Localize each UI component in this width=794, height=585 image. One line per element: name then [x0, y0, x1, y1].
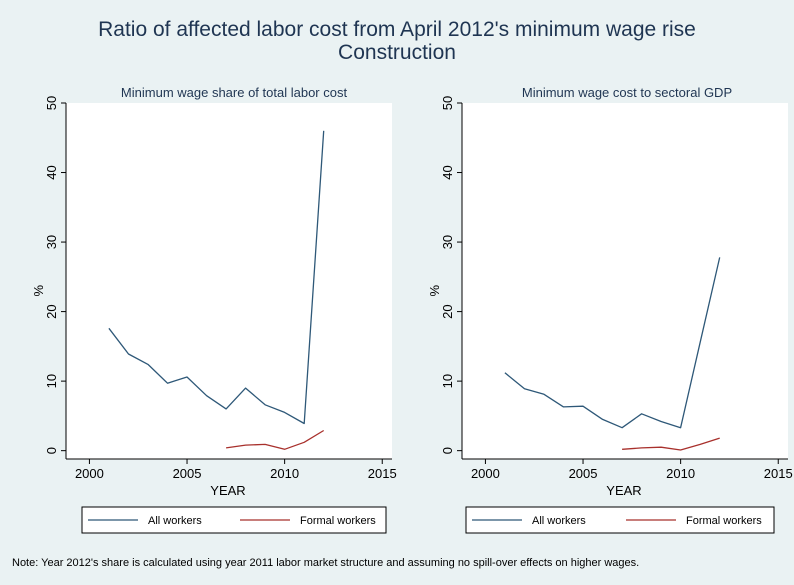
panel1-x-tick-label: 2000: [75, 466, 104, 481]
panel1-y-tick-label: 10: [44, 374, 59, 388]
panel1-title: Minimum wage share of total labor cost: [121, 85, 348, 100]
panel2-y-tick-label: 20: [440, 304, 455, 318]
panel1-series-line-all-workers: [108, 130, 325, 425]
panel1-y-tick-label: 20: [44, 304, 59, 318]
panel1-x-tick-label: 2010: [270, 466, 299, 481]
panel1-y-axis-label: %: [31, 285, 46, 297]
panel2-legend-label: Formal workers: [686, 515, 762, 527]
panel1-legend-label: All workers: [148, 515, 202, 527]
panel2-y-tick-label: 50: [440, 96, 455, 110]
panel1-y-tick-label: 40: [44, 165, 59, 179]
panel1-y-tick-label: 30: [44, 235, 59, 249]
figure-title: Ratio of affected labor cost from April …: [98, 18, 696, 41]
panel2-x-tick-label: 2005: [569, 466, 598, 481]
panel2-x-tick-label: 2010: [666, 466, 695, 481]
panel1-y-tick-label: 0: [44, 447, 59, 454]
footnote: Note: Year 2012's share is calculated us…: [12, 557, 640, 569]
panel2-y-axis-label: %: [427, 285, 442, 297]
figure-subtitle: Construction: [338, 41, 456, 64]
panel2-title: Minimum wage cost to sectoral GDP: [522, 85, 732, 100]
panel2-plot-area: [462, 103, 788, 459]
panel2-y-tick-label: 0: [440, 447, 455, 454]
panel1-x-tick-label: 2005: [173, 466, 202, 481]
panel2-series-line-all-workers: [504, 257, 721, 429]
panel2-y-tick-label: 30: [440, 235, 455, 249]
panel1-series-line-formal-workers: [226, 429, 325, 450]
panel1-plot-area: [66, 103, 392, 459]
panel1-x-tick-label: 2015: [368, 466, 397, 481]
panel2-series-line-formal-workers: [622, 437, 720, 451]
panel2-legend-label: All workers: [532, 515, 586, 527]
panel2-x-tick-label: 2015: [764, 466, 793, 481]
panel2-x-axis-label: YEAR: [606, 483, 641, 498]
panel1-legend-label: Formal workers: [300, 515, 376, 527]
panel2-y-tick-label: 40: [440, 165, 455, 179]
panel2-y-tick-label: 10: [440, 374, 455, 388]
panel2-x-tick-label: 2000: [471, 466, 500, 481]
panel1-y-tick-label: 50: [44, 96, 59, 110]
panel1-x-axis-label: YEAR: [210, 483, 245, 498]
